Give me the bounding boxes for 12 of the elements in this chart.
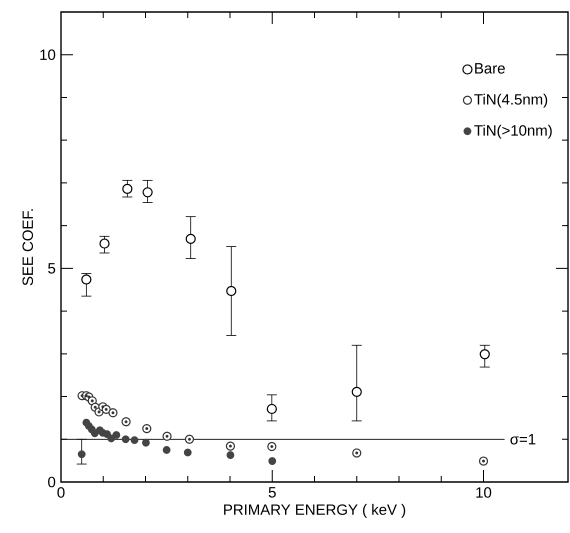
x-axis-title: PRIMARY ENERGY ( keV ): [224, 504, 406, 518]
y-tick-label: 0: [48, 476, 56, 488]
y-tick-label: 10: [40, 49, 56, 60]
legend-label: Bare: [475, 63, 505, 74]
x-tick-label: 10: [476, 487, 492, 498]
x-tick-label: 0: [57, 487, 65, 498]
legend-label: TiN(>10nm): [474, 124, 552, 139]
y-axis-title: SEE COEF.: [22, 209, 34, 286]
y-tick-label: 5: [48, 263, 56, 274]
ref-line-label: σ=1: [510, 434, 536, 444]
legend-label: TiN(4.5nm): [474, 94, 548, 108]
x-tick-label: 5: [268, 487, 276, 498]
